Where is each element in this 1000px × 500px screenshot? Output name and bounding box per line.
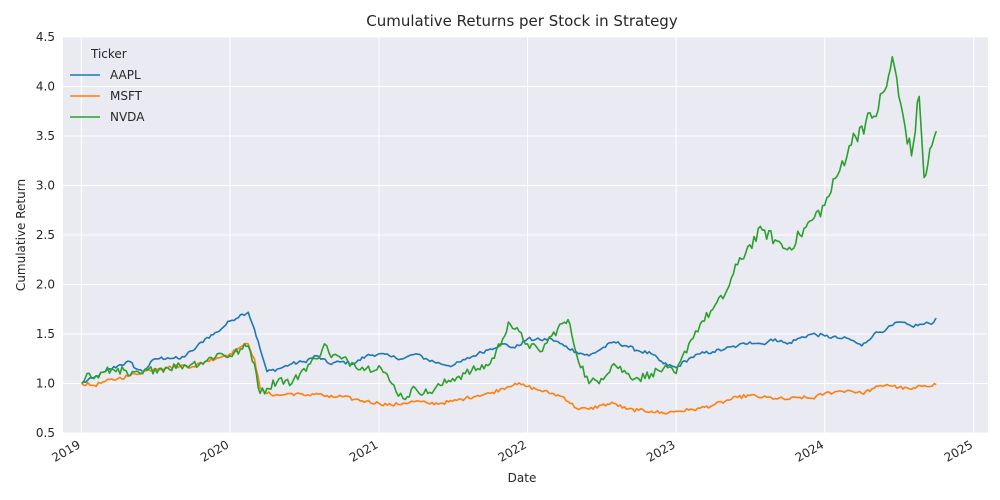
legend: Ticker AAPL MSFT NVDA xyxy=(70,47,145,124)
y-tick-label: 1.0 xyxy=(36,377,55,391)
y-tick-label: 0.5 xyxy=(36,426,55,440)
series-line-nvda xyxy=(81,56,938,401)
y-tick-label: 4.5 xyxy=(36,30,55,44)
legend-label-aapl: AAPL xyxy=(110,68,141,82)
y-tick-label: 2.0 xyxy=(36,278,55,292)
y-axis-label: Cumulative Return xyxy=(14,179,28,291)
series-line-aapl xyxy=(81,311,937,385)
series-lines xyxy=(81,56,938,415)
y-tick-label: 3.5 xyxy=(36,129,55,143)
grid xyxy=(63,36,988,434)
legend-title: Ticker xyxy=(90,47,127,61)
chart-title: Cumulative Returns per Stock in Strategy xyxy=(366,12,678,30)
y-tick-label: 1.5 xyxy=(36,327,55,341)
y-tick-label: 2.5 xyxy=(36,228,55,242)
y-tick-labels: 0.5 1.0 1.5 2.0 2.5 3.0 3.5 4.0 4.5 xyxy=(36,30,55,440)
legend-label-msft: MSFT xyxy=(110,89,143,103)
legend-label-nvda: NVDA xyxy=(110,110,145,124)
x-axis-label: Date xyxy=(508,471,537,485)
y-tick-label: 4.0 xyxy=(36,80,55,94)
y-tick-label: 3.0 xyxy=(36,179,55,193)
